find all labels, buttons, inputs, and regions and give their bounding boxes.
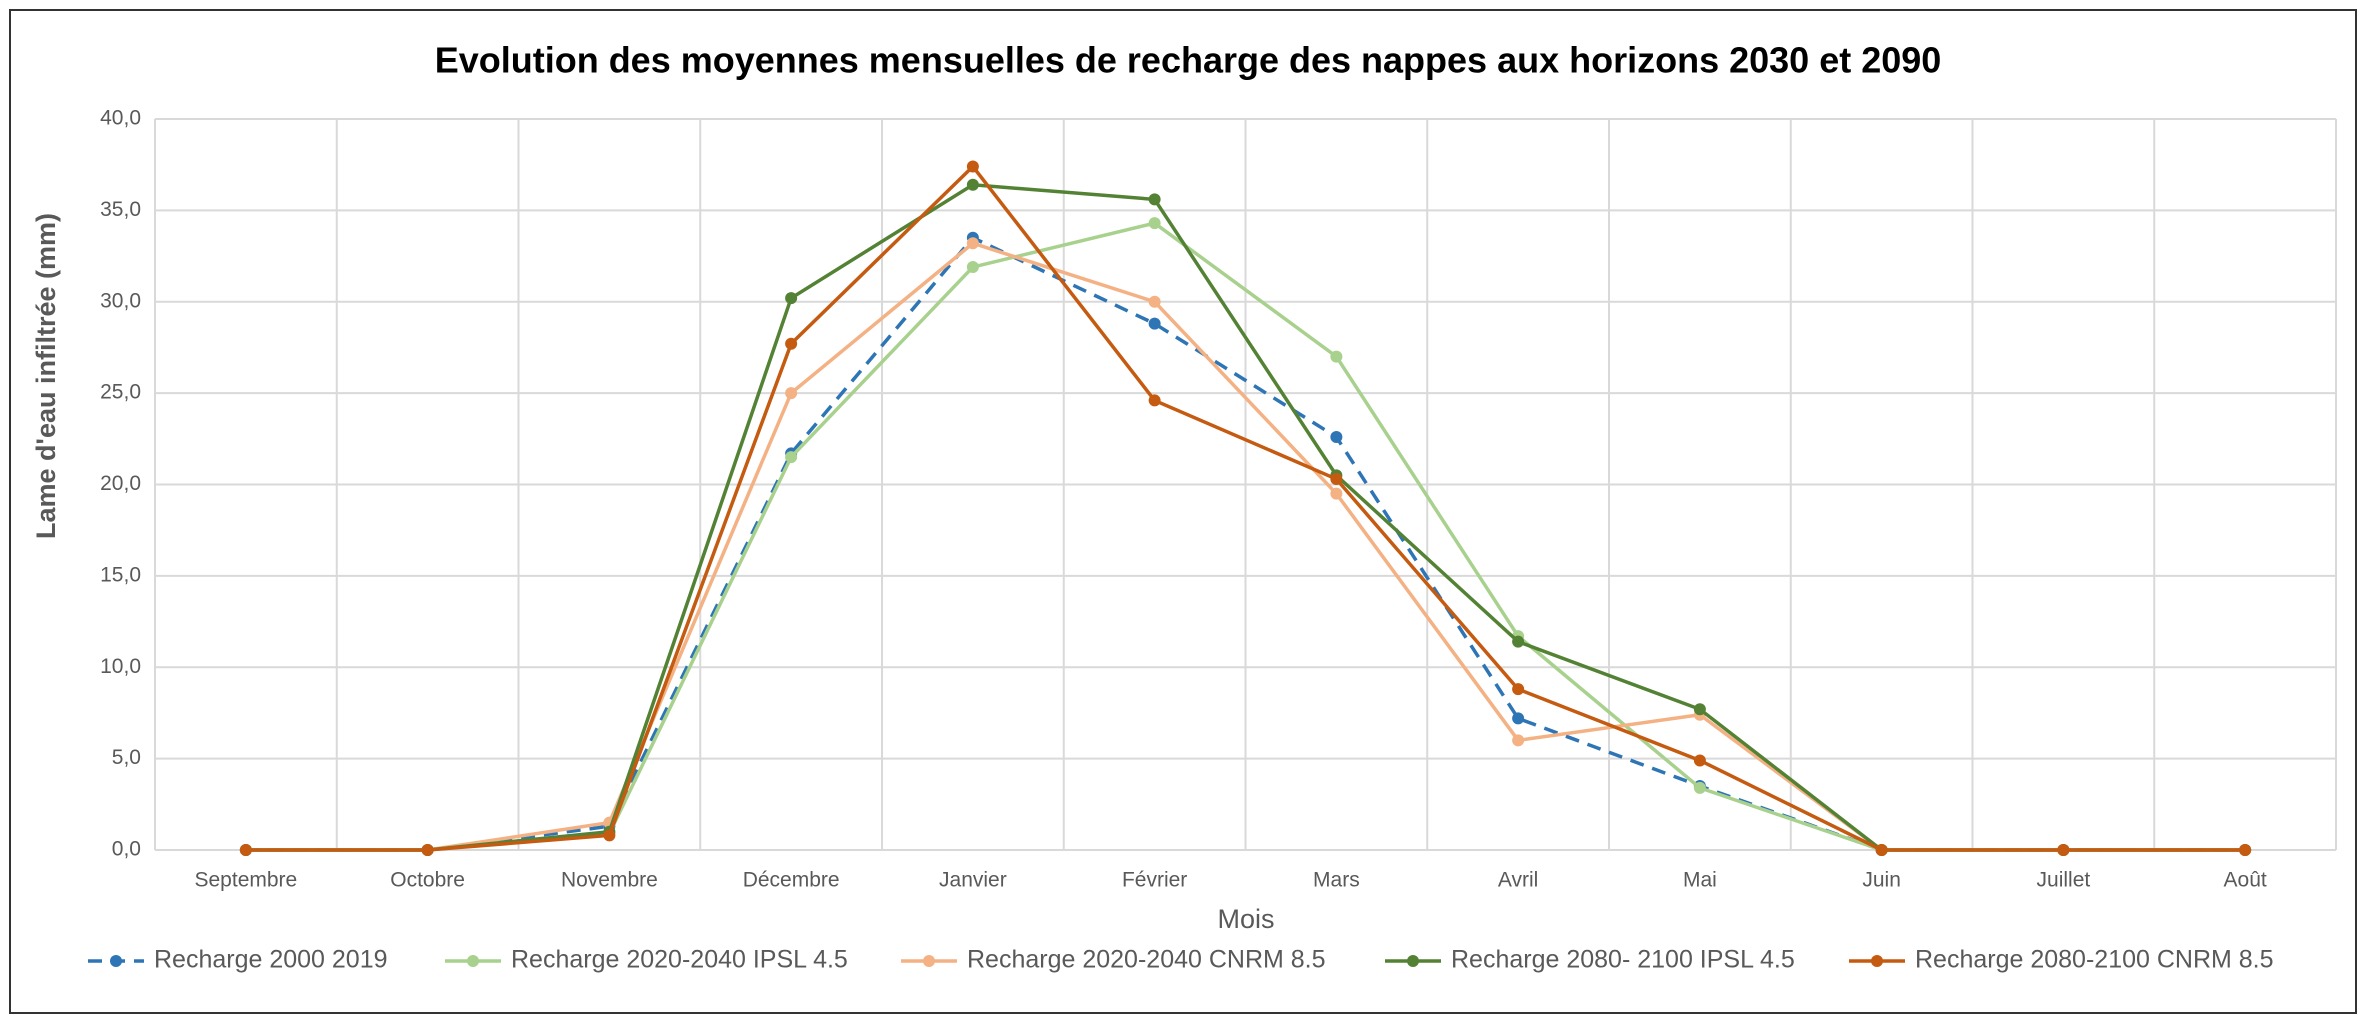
y-tick-label: 35,0 — [100, 198, 141, 221]
data-point — [785, 451, 798, 464]
x-tick-label: Décembre — [743, 869, 840, 892]
x-tick-label: Juin — [1862, 869, 1901, 892]
x-tick-label: Novembre — [561, 869, 658, 892]
data-point — [603, 829, 616, 842]
data-point — [1330, 430, 1343, 443]
data-point — [1148, 295, 1161, 308]
legend-marker — [923, 955, 935, 967]
data-point — [239, 844, 252, 856]
x-tick-label: Juillet — [2037, 869, 2091, 892]
y-tick-label: 20,0 — [100, 472, 141, 495]
x-tick-label: Août — [2224, 869, 2267, 892]
data-point — [966, 178, 979, 191]
data-point — [1512, 734, 1525, 747]
series-line — [245, 163, 2246, 852]
data-point — [1330, 487, 1343, 500]
data-point — [785, 387, 798, 400]
x-axis-title: Mois — [1217, 904, 1274, 934]
data-point — [1148, 317, 1161, 330]
data-point — [966, 237, 979, 250]
y-tick-label: 25,0 — [100, 381, 141, 404]
data-point — [1512, 683, 1525, 696]
legend-label: Recharge 2080- 2100 IPSL 4.5 — [1451, 946, 1795, 974]
data-point — [785, 337, 798, 350]
data-point — [2057, 844, 2070, 856]
data-point — [1693, 754, 1706, 767]
data-point — [1875, 844, 1888, 856]
data-point — [1512, 712, 1525, 725]
data-point — [1693, 703, 1706, 716]
legend-label: Recharge 2080-2100 CNRM 8.5 — [1915, 946, 2274, 974]
data-point — [2239, 844, 2252, 856]
legend-marker — [110, 955, 122, 967]
x-tick-label: Mai — [1683, 869, 1717, 892]
data-point — [1148, 217, 1161, 230]
x-tick-label: Octobre — [390, 869, 465, 892]
legend-label: Recharge 2000 2019 — [154, 946, 388, 974]
data-point — [421, 844, 434, 856]
data-point — [1693, 781, 1706, 794]
legend-marker — [467, 955, 479, 967]
legend-label: Recharge 2020-2040 CNRM 8.5 — [967, 946, 1326, 974]
legend-label: Recharge 2020-2040 IPSL 4.5 — [511, 946, 848, 974]
data-point — [966, 261, 979, 274]
data-point — [966, 160, 979, 173]
data-point — [1330, 473, 1343, 486]
chart-title: Evolution des moyennes mensuelles de rec… — [435, 40, 1942, 81]
y-axis-title: Lame d'eau infiltrée (mm) — [31, 213, 61, 539]
x-tick-label: Février — [1122, 869, 1187, 892]
series-line — [245, 235, 2246, 852]
x-tick-label: Septembre — [195, 869, 298, 892]
x-tick-label: Avril — [1498, 869, 1538, 892]
data-point — [785, 292, 798, 305]
data-point — [1512, 635, 1525, 648]
chart-frame — [9, 9, 2357, 1014]
y-tick-label: 15,0 — [100, 563, 141, 586]
data-point — [1148, 394, 1161, 407]
legend-marker — [1871, 955, 1883, 967]
y-tick-label: 40,0 — [100, 107, 141, 130]
y-tick-label: 0,0 — [112, 838, 141, 861]
data-point — [1148, 193, 1161, 206]
y-tick-label: 30,0 — [100, 289, 141, 312]
x-tick-label: Mars — [1313, 869, 1360, 892]
legend-marker — [1407, 955, 1419, 967]
data-point — [1330, 350, 1343, 363]
y-tick-label: 5,0 — [112, 746, 141, 769]
x-tick-label: Janvier — [939, 869, 1007, 892]
y-tick-label: 10,0 — [100, 655, 141, 678]
